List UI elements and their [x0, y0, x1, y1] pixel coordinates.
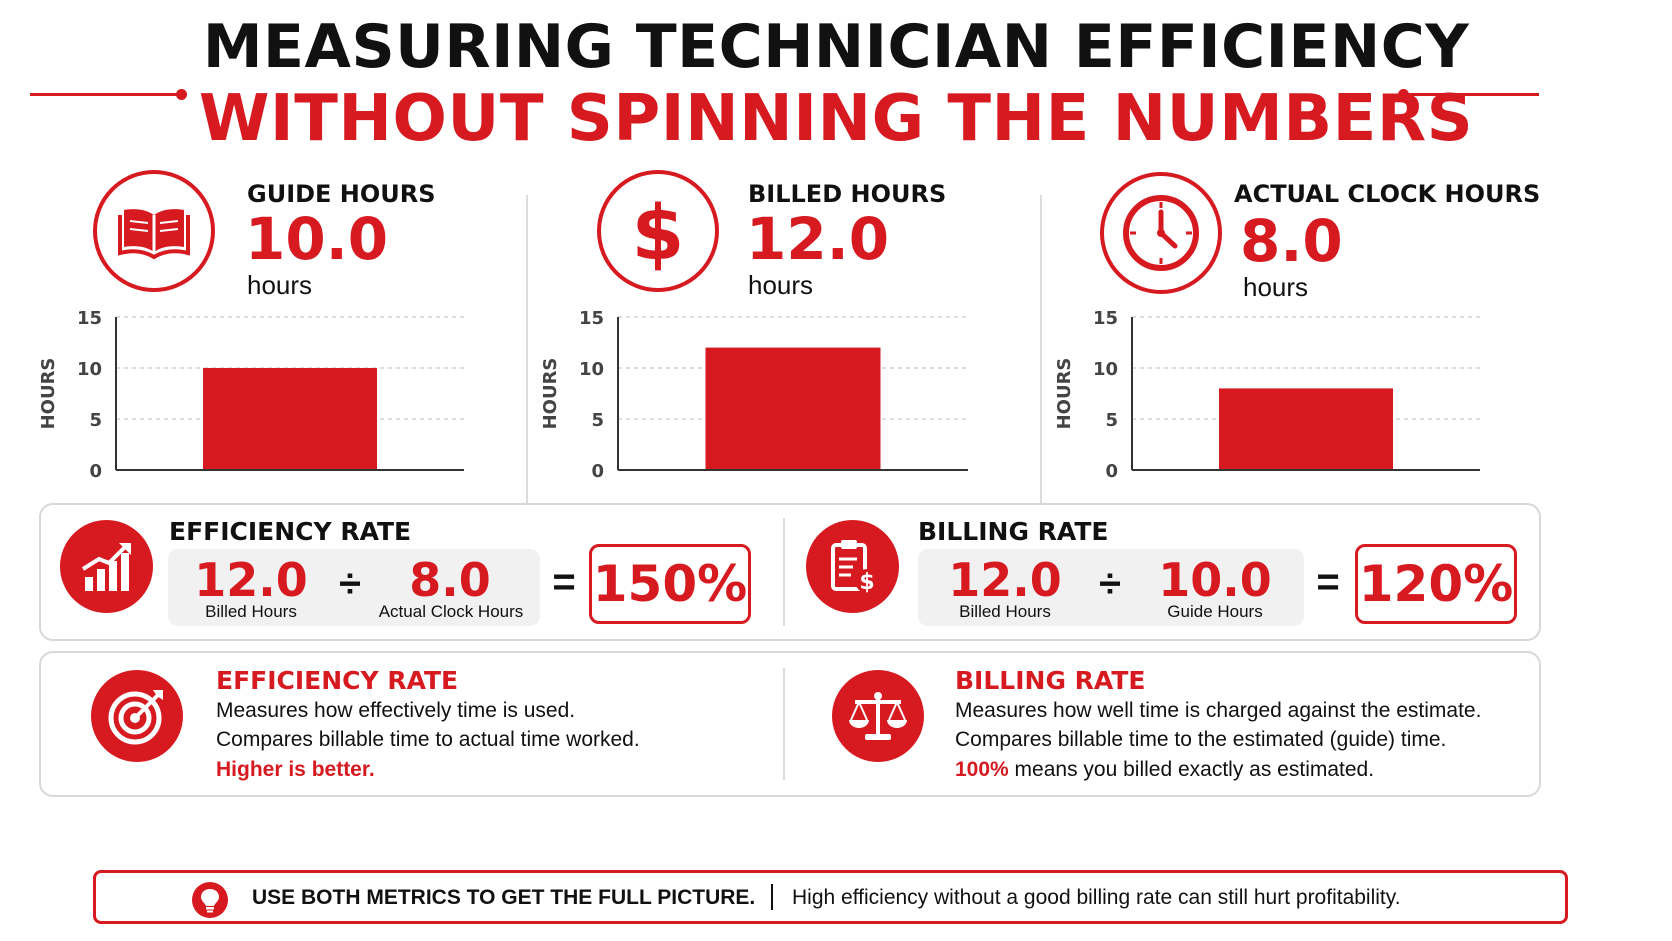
guide-hours-unit: hours [247, 270, 313, 300]
efficiency-rate-result: 150% [589, 544, 751, 624]
efficiency-description-line: Measures how effectively time is used. [216, 699, 576, 722]
equals-sign: = [1316, 560, 1340, 604]
guide-hours-value: 10.0 [245, 205, 389, 273]
open-book-icon [93, 170, 215, 292]
descriptions-panel-divider [783, 668, 785, 780]
svg-text:$: $ [859, 570, 874, 595]
y-axis-label: HOURS [540, 358, 561, 430]
scales-icon [832, 670, 924, 762]
efficiency-clock-value: 8.0 [409, 553, 491, 607]
billing-guide-caption: Guide Hours [1167, 602, 1263, 621]
descriptions-panel [39, 651, 1541, 797]
y-axis-label: HOURS [38, 358, 59, 430]
y-tick-label: 10 [1093, 359, 1118, 380]
y-tick-label: 10 [579, 359, 604, 380]
efficiency-clock-caption: Actual Clock Hours [378, 602, 524, 621]
actual-clock-hours-unit: hours [1243, 272, 1309, 302]
dollar-icon: $ [597, 170, 719, 292]
efficiency-rate-title: EFFICIENCY RATE [169, 517, 412, 546]
y-tick-label: 15 [579, 308, 604, 329]
column-divider [1040, 195, 1042, 505]
billing-description-title: BILLING RATE [955, 666, 1146, 695]
clock-icon [1100, 172, 1222, 294]
y-tick-label: 10 [77, 359, 102, 380]
title-divider-right-dot [1398, 89, 1409, 100]
y-tick-label: 5 [89, 410, 102, 431]
efficiency-description-line: Compares billable time to actual time wo… [216, 728, 640, 751]
banner-separator [771, 884, 773, 910]
page-subtitle: WITHOUT SPINNING THE NUMBERS [198, 82, 1474, 156]
bar [705, 347, 881, 470]
billing-description-line: Measures how well time is charged agains… [955, 699, 1482, 722]
billing-billed-caption: Billed Hours [959, 602, 1051, 621]
banner-message: High efficiency without a good billing r… [792, 886, 1401, 909]
bar [203, 368, 377, 470]
billing-formula-box [918, 549, 1304, 626]
divide-sign: ÷ [339, 562, 361, 606]
billed-hours-unit: hours [748, 270, 814, 300]
title-divider-left [30, 93, 180, 96]
divide-sign: ÷ [1099, 562, 1121, 606]
y-tick-label: 5 [591, 410, 604, 431]
bar [1219, 388, 1393, 470]
billing-rate-title: BILLING RATE [918, 517, 1109, 546]
title-divider-left-dot [176, 89, 187, 100]
guide-hours-chart: 0 5 10 15 HOURS [30, 300, 470, 485]
efficiency-formula-box [168, 549, 540, 626]
equals-sign: = [552, 560, 576, 604]
billing-description-line: Compares billable time to the estimated … [955, 728, 1447, 751]
target-icon [91, 670, 183, 762]
efficiency-description-highlight: Higher is better. [216, 758, 375, 781]
y-tick-label: 5 [1105, 410, 1118, 431]
lightbulb-icon [192, 882, 228, 918]
efficiency-billed-caption: Billed Hours [205, 602, 297, 621]
invoice-dollar-icon: $ [806, 520, 899, 613]
billing-rate-result: 120% [1355, 544, 1517, 624]
actual-clock-hours-value: 8.0 [1240, 207, 1343, 275]
billing-description-line: 100% means you billed exactly as estimat… [955, 758, 1374, 782]
y-tick-label: 0 [591, 461, 604, 482]
title-divider-right [1404, 93, 1539, 96]
billing-guide-value: 10.0 [1158, 553, 1272, 607]
banner-headline: USE BOTH METRICS TO GET THE FULL PICTURE… [252, 886, 756, 909]
actual-clock-hours-label: ACTUAL CLOCK HOURS [1234, 180, 1541, 208]
y-axis-label: HOURS [1054, 358, 1075, 430]
guide-hours-label: GUIDE HOURS [247, 180, 436, 208]
actual-clock-hours-chart: 0 5 10 15 HOURS [1046, 300, 1486, 485]
billing-billed-value: 12.0 [948, 553, 1062, 607]
billed-hours-value: 12.0 [746, 205, 890, 273]
rates-panel-divider [783, 518, 785, 626]
efficiency-description-title: EFFICIENCY RATE [216, 666, 459, 695]
y-tick-label: 15 [1093, 308, 1118, 329]
billed-hours-label: BILLED HOURS [748, 180, 947, 208]
billing-description-rest: means you billed exactly as estimated. [1008, 758, 1375, 781]
column-divider [526, 195, 528, 505]
growth-chart-icon [60, 520, 153, 613]
y-tick-label: 15 [77, 308, 102, 329]
page-title: MEASURING TECHNICIAN EFFICIENCY [202, 12, 1470, 82]
svg-text:$: $ [632, 191, 685, 271]
efficiency-billed-value: 12.0 [194, 553, 308, 607]
y-tick-label: 0 [89, 461, 102, 482]
takeaway-banner: USE BOTH METRICS TO GET THE FULL PICTURE… [93, 870, 1568, 924]
billing-description-highlight: 100% [955, 758, 1009, 781]
billed-hours-chart: 0 5 10 15 HOURS [532, 300, 974, 485]
y-tick-label: 0 [1105, 461, 1118, 482]
